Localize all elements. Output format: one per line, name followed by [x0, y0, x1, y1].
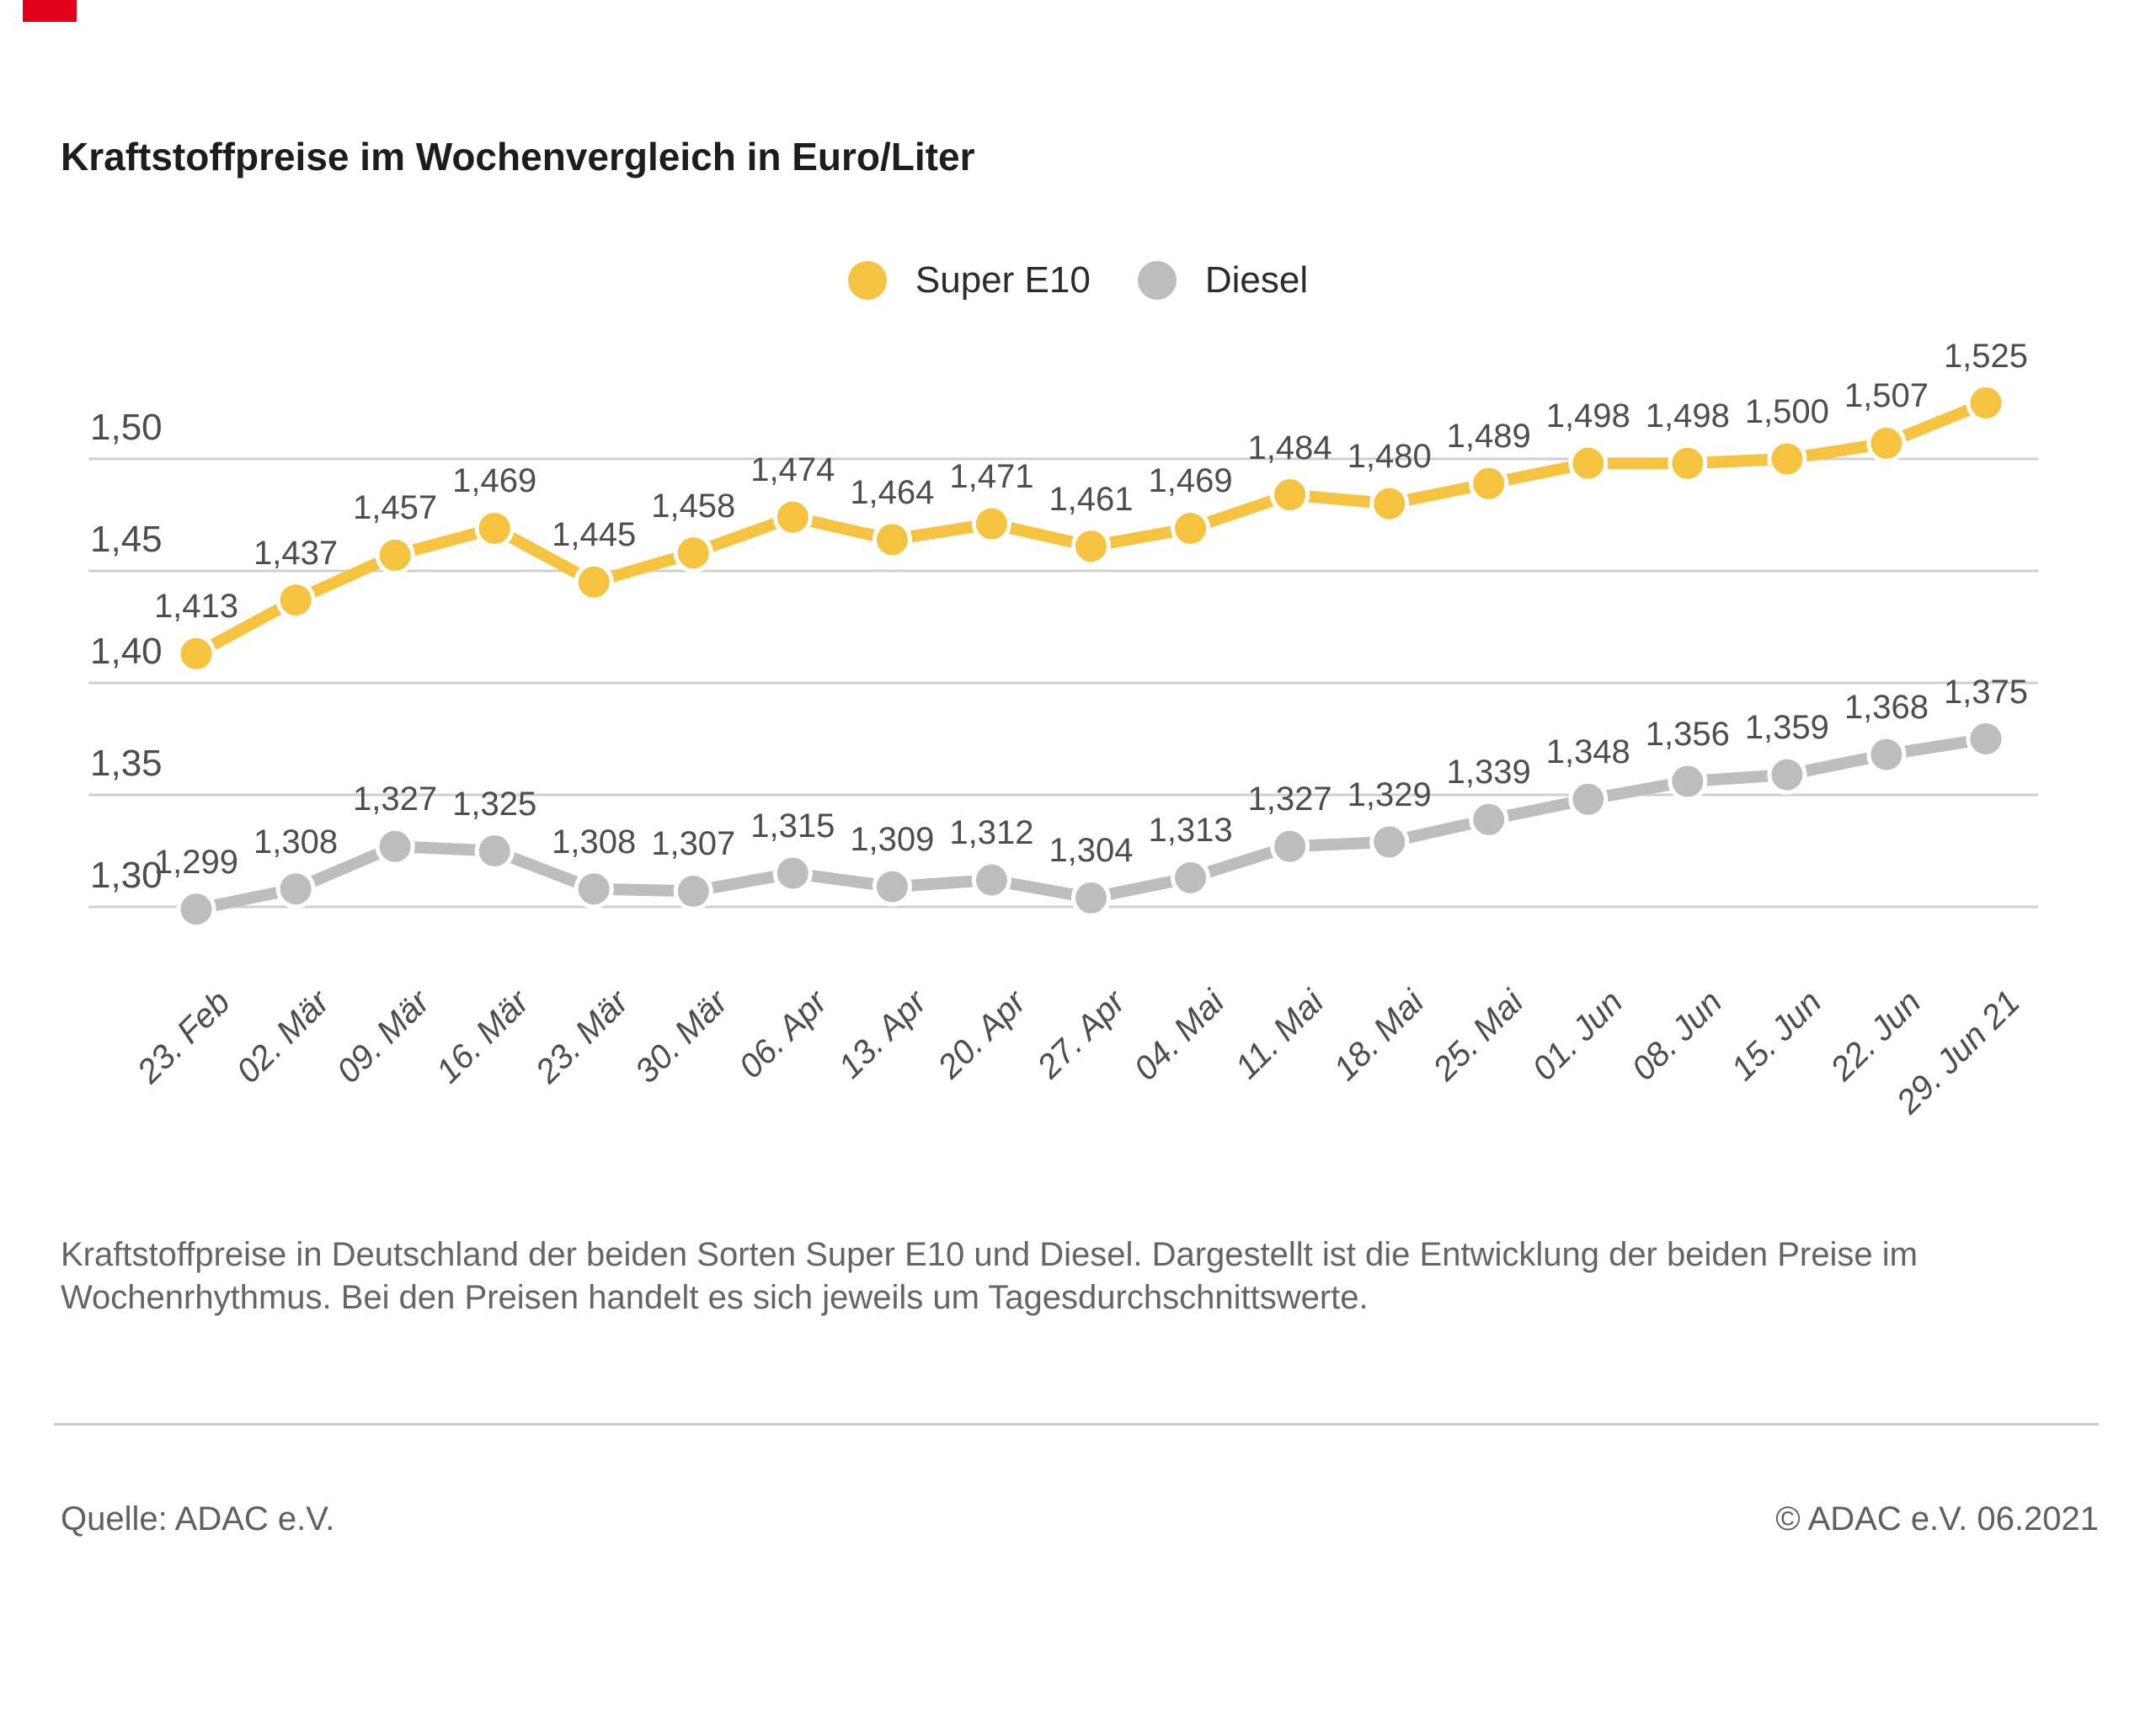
value-label-diesel: 1,307: [651, 825, 736, 863]
legend: Super E10 Diesel: [0, 259, 2156, 301]
legend-label-super-e10: Super E10: [915, 259, 1091, 301]
point-diesel-23. Feb: [176, 889, 216, 930]
value-label-diesel: 1,304: [1049, 832, 1134, 870]
point-diesel-09. Mär: [375, 826, 415, 866]
value-label-super-e10: 1,469: [1148, 462, 1233, 500]
legend-item-diesel: Diesel: [1137, 259, 1309, 301]
point-diesel-06. Apr: [772, 853, 813, 893]
chart-title: Kraftstoffpreise im Wochenvergleich in E…: [61, 134, 975, 179]
point-diesel-16. Mär: [474, 831, 515, 871]
point-diesel-04. Mai: [1171, 857, 1211, 898]
footer-divider: [54, 1423, 2099, 1426]
value-label-super-e10: 1,474: [750, 451, 835, 489]
point-super-e10-13. Apr: [872, 520, 912, 560]
value-label-super-e10: 1,413: [153, 588, 239, 626]
value-label-super-e10: 1,471: [949, 458, 1034, 496]
value-label-diesel: 1,325: [452, 785, 537, 823]
y-axis-tick-1,30: 1,30: [90, 855, 163, 896]
value-label-diesel: 1,339: [1446, 754, 1531, 791]
value-label-super-e10: 1,507: [1844, 377, 1929, 415]
value-label-diesel: 1,356: [1645, 716, 1730, 754]
value-label-super-e10: 1,458: [651, 487, 736, 525]
value-label-diesel: 1,327: [1247, 781, 1332, 818]
caption-line-2: Wochenrhythmus. Bei den Preisen handelt …: [61, 1279, 1369, 1316]
point-super-e10-06. Apr: [772, 497, 813, 537]
point-super-e10-27. Apr: [1071, 526, 1111, 567]
diesel-dot-icon: [1137, 261, 1177, 300]
y-axis-tick-1,45: 1,45: [90, 519, 163, 560]
value-label-diesel: 1,359: [1744, 709, 1829, 747]
value-label-diesel: 1,309: [850, 821, 935, 859]
point-diesel-27. Apr: [1071, 877, 1111, 918]
value-label-diesel: 1,312: [949, 814, 1034, 852]
point-super-e10-18. Mai: [1369, 483, 1410, 524]
point-diesel-11. Mai: [1270, 826, 1310, 866]
copyright-text: © ADAC e.V. 06.2021: [1775, 1500, 2099, 1537]
point-diesel-29. Jun 21: [1966, 719, 2006, 759]
point-diesel-20. Apr: [971, 860, 1011, 900]
point-super-e10-16. Mär: [474, 509, 515, 548]
value-label-diesel: 1,375: [1943, 673, 2029, 711]
y-axis-tick-1,40: 1,40: [90, 631, 163, 672]
value-label-super-e10: 1,445: [552, 516, 637, 554]
value-label-super-e10: 1,437: [253, 534, 339, 572]
legend-item-super-e10: Super E10: [847, 259, 1091, 301]
value-label-super-e10: 1,489: [1446, 418, 1531, 456]
point-diesel-30. Mär: [673, 871, 713, 911]
point-diesel-02. Mär: [275, 869, 316, 909]
point-super-e10-30. Mär: [673, 533, 713, 573]
value-label-diesel: 1,308: [552, 823, 637, 861]
value-label-super-e10: 1,480: [1347, 438, 1432, 476]
value-label-diesel: 1,368: [1844, 689, 1929, 727]
value-label-super-e10: 1,500: [1744, 393, 1829, 430]
point-diesel-01. Jun: [1568, 779, 1609, 819]
value-label-super-e10: 1,469: [452, 462, 537, 500]
point-super-e10-04. Mai: [1171, 509, 1211, 548]
value-label-super-e10: 1,525: [1943, 337, 2029, 375]
legend-label-diesel: Diesel: [1204, 259, 1309, 301]
value-label-super-e10: 1,461: [1049, 480, 1134, 518]
point-super-e10-08. Jun: [1668, 443, 1708, 483]
point-super-e10-22. Jun: [1866, 423, 1907, 463]
point-diesel-18. Mai: [1369, 822, 1410, 862]
value-label-super-e10: 1,498: [1545, 397, 1630, 435]
value-label-diesel: 1,315: [750, 807, 835, 845]
super-e10-dot-icon: [847, 261, 887, 300]
y-axis-tick-1,50: 1,50: [90, 407, 163, 448]
point-super-e10-20. Apr: [971, 504, 1011, 544]
source-text: Quelle: ADAC e.V.: [61, 1500, 335, 1537]
point-super-e10-29. Jun 21: [1966, 383, 2006, 423]
y-axis-tick-1,35: 1,35: [90, 743, 163, 784]
point-diesel-13. Apr: [872, 866, 912, 907]
point-diesel-15. Jun: [1767, 754, 1807, 795]
value-label-diesel: 1,329: [1347, 775, 1432, 813]
chart-caption: Kraftstoffpreise in Deutschland der beid…: [61, 1234, 2082, 1319]
point-super-e10-23. Mär: [574, 562, 614, 602]
point-super-e10-11. Mai: [1270, 475, 1310, 515]
point-super-e10-23. Feb: [176, 633, 216, 674]
point-super-e10-01. Jun: [1568, 443, 1609, 483]
point-super-e10-15. Jun: [1767, 439, 1807, 479]
value-label-diesel: 1,348: [1545, 733, 1630, 771]
value-label-super-e10: 1,464: [850, 473, 935, 511]
red-corner-marker: [23, 0, 77, 22]
value-label-diesel: 1,299: [153, 843, 239, 881]
value-label-super-e10: 1,484: [1247, 429, 1332, 466]
line-chart: [88, 383, 2038, 930]
value-label-diesel: 1,327: [353, 781, 438, 818]
point-super-e10-02. Mär: [275, 580, 316, 621]
point-super-e10-09. Mär: [375, 535, 415, 575]
point-diesel-25. Mai: [1469, 799, 1509, 839]
point-diesel-22. Jun: [1866, 734, 1907, 775]
value-label-diesel: 1,313: [1148, 812, 1233, 850]
point-diesel-23. Mär: [574, 869, 614, 909]
point-diesel-08. Jun: [1668, 761, 1708, 802]
value-label-diesel: 1,308: [253, 823, 339, 861]
value-label-super-e10: 1,457: [353, 489, 438, 527]
point-super-e10-25. Mai: [1469, 463, 1509, 504]
value-label-super-e10: 1,498: [1645, 397, 1730, 435]
caption-line-1: Kraftstoffpreise in Deutschland der beid…: [61, 1236, 1918, 1273]
